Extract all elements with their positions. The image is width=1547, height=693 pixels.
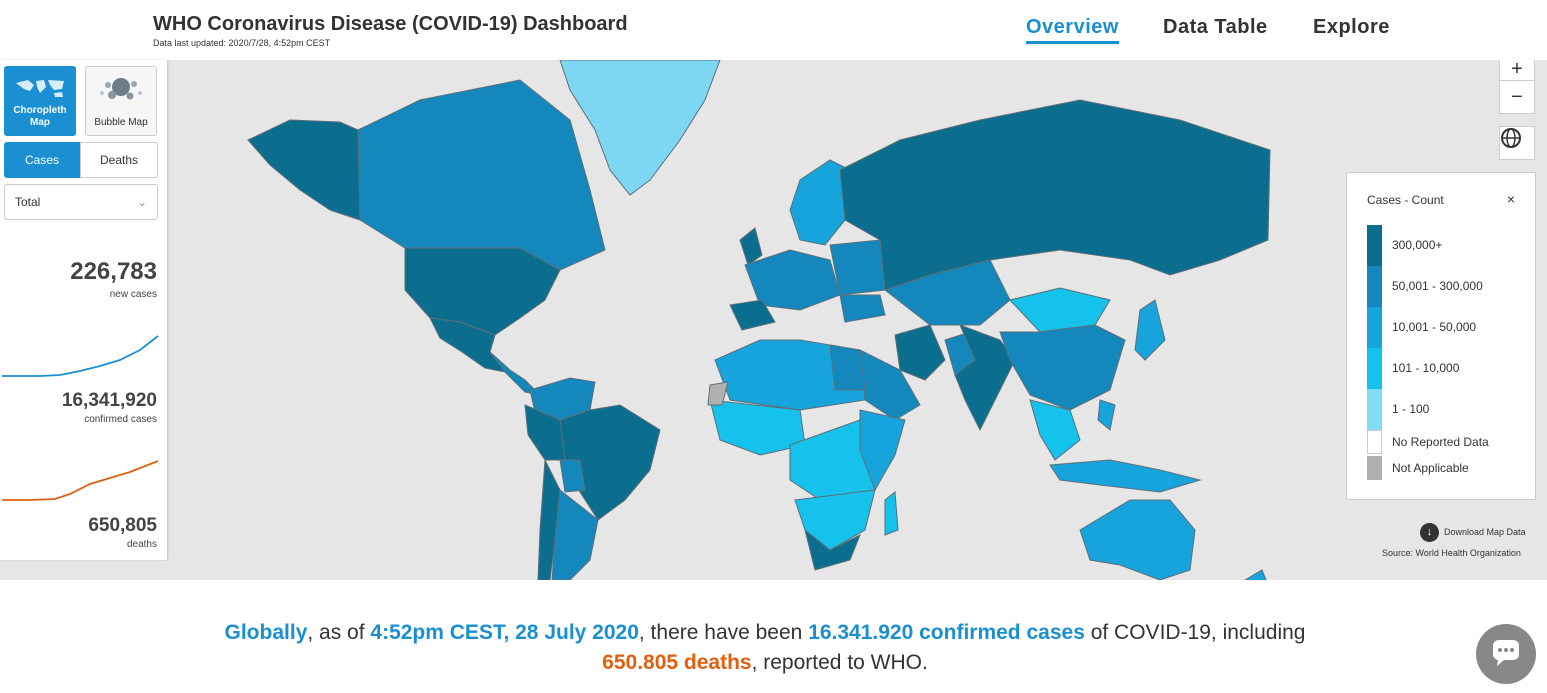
deaths-label: deaths: [126, 539, 157, 550]
confirmed-cases-count: 16,341,920: [61, 390, 157, 411]
period-select-value: Total: [15, 195, 41, 209]
summary-time: 4:52pm CEST, 28 July 2020: [370, 621, 639, 644]
summary-globally: Globally: [224, 621, 308, 644]
region-turkey: [839, 294, 886, 323]
map-legend: Cases - Count × 300,000+ 50,001 - 300,00…: [1346, 172, 1536, 500]
bubble-map-button[interactable]: Bubble Map: [85, 66, 157, 136]
download-map-data-button[interactable]: ↓ Download Map Data: [1420, 523, 1526, 542]
legend-label-5: 1 - 100: [1392, 402, 1430, 416]
chevron-down-icon: ⌄: [136, 195, 147, 209]
zoom-out-button[interactable]: −: [1499, 80, 1535, 114]
region-japan: [1134, 299, 1166, 361]
chat-bubble-icon: [1493, 640, 1519, 666]
legend-label-1: 300,000+: [1392, 238, 1443, 252]
world-map-icon: [16, 80, 64, 97]
region-southern-africa: [794, 489, 876, 551]
nav-overview[interactable]: Overview: [1026, 16, 1119, 44]
region-bolivia: [559, 459, 586, 493]
close-icon[interactable]: ×: [1506, 191, 1515, 207]
chat-button[interactable]: [1476, 624, 1536, 684]
world-map[interactable]: + −: [0, 60, 1547, 580]
legend-label-4: 101 - 10,000: [1392, 361, 1460, 375]
legend-swatch-4: [1367, 348, 1382, 389]
download-icon: ↓: [1420, 523, 1439, 542]
summary-deaths: 650.805 deaths: [602, 651, 752, 674]
summary-reported: , reported to WHO.: [751, 651, 928, 674]
nav-explore[interactable]: Explore: [1313, 16, 1390, 38]
region-se-asia: [1029, 399, 1081, 461]
deaths-trend-sparkline: [2, 460, 159, 501]
deaths-count: 650,805: [88, 515, 157, 536]
region-south-africa: [804, 528, 861, 571]
region-argentina: [551, 489, 599, 580]
cases-trend-sparkline: [2, 335, 159, 377]
legend-title: Cases - Count: [1367, 193, 1444, 207]
legend-swatch-6: [1367, 430, 1382, 454]
region-russia: [839, 99, 1271, 291]
region-china: [999, 324, 1126, 411]
region-iran: [894, 324, 946, 381]
period-select[interactable]: Total ⌄: [4, 184, 158, 220]
legend-swatch-7: [1367, 456, 1382, 480]
region-eastern-europe: [829, 239, 886, 296]
last-updated: Data last updated: 2020/7/28, 4:52pm CES…: [153, 38, 331, 48]
region-philippines: [1097, 399, 1116, 431]
region-new-zealand: [1244, 569, 1267, 580]
legend-swatch-3: [1367, 307, 1382, 348]
header: WHO Coronavirus Disease (COVID-19) Dashb…: [0, 0, 1547, 60]
bubble-map-label: Bubble Map: [94, 117, 148, 128]
region-east-africa: [859, 409, 906, 492]
legend-label-7: Not Applicable: [1392, 461, 1469, 475]
region-egypt: [829, 344, 866, 391]
summary-as-of: , as of: [307, 621, 371, 644]
source-credit: Source: World Health Organization: [1382, 548, 1521, 558]
choropleth-map-label: Choropleth Map: [13, 105, 67, 128]
summary-of-covid: of COVID-19, including: [1084, 621, 1306, 644]
region-madagascar: [884, 491, 899, 536]
nav-data-table[interactable]: Data Table: [1163, 16, 1268, 38]
summary-there-have-been: , there have been: [638, 621, 809, 644]
new-cases-count: 226,783: [70, 258, 157, 285]
download-label: Download Map Data: [1444, 526, 1526, 537]
cases-tab[interactable]: Cases: [4, 142, 80, 178]
world-map-svg[interactable]: [0, 60, 1547, 580]
choropleth-map-button[interactable]: Choropleth Map: [4, 66, 76, 136]
region-central-america: [489, 351, 542, 396]
region-mongolia: [1009, 287, 1111, 333]
region-usa: [404, 247, 561, 336]
bubble-map-icon: [100, 78, 142, 100]
region-alaska: [247, 119, 361, 221]
region-canada: [357, 79, 606, 271]
confirmed-cases-label: confirmed cases: [84, 414, 157, 425]
region-peru: [524, 404, 566, 461]
left-panel: Choropleth Map Bubble Map Cases Deaths T…: [0, 60, 167, 560]
region-uk: [739, 227, 763, 266]
legend-label-6: No Reported Data: [1392, 435, 1489, 449]
region-west-africa: [709, 399, 806, 456]
region-australia: [1079, 499, 1196, 580]
summary-sentence: Globally, as of 4:52pm CEST, 28 July 202…: [0, 618, 1530, 678]
summary-confirmed: 16.341.920 confirmed cases: [808, 621, 1085, 644]
deaths-tab[interactable]: Deaths: [80, 142, 158, 178]
globe-button[interactable]: [1499, 126, 1535, 160]
region-spain: [729, 299, 776, 331]
legend-label-2: 50,001 - 300,000: [1392, 279, 1483, 293]
new-cases-label: new cases: [109, 289, 157, 300]
legend-swatch-1: [1367, 225, 1382, 266]
page-title: WHO Coronavirus Disease (COVID-19) Dashb…: [153, 13, 628, 35]
legend-swatch-5: [1367, 389, 1382, 430]
legend-swatch-2: [1367, 266, 1382, 307]
region-western-sahara: [707, 381, 729, 406]
legend-label-3: 10,001 - 50,000: [1392, 320, 1477, 334]
region-greenland: [559, 60, 721, 196]
region-indonesia: [1049, 459, 1202, 493]
